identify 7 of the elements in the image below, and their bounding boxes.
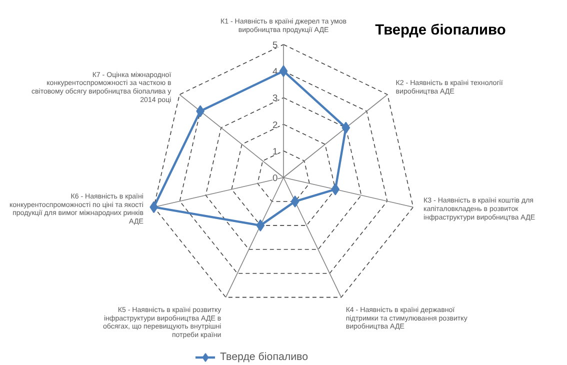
legend-label: Тверде біопаливо	[220, 351, 308, 363]
y-tick-label: 2	[272, 120, 278, 130]
y-tick-label: 0	[272, 173, 278, 183]
y-tick-label: 1	[272, 146, 278, 156]
y-tick-label: 5	[272, 40, 278, 50]
y-tick-label: 3	[272, 93, 278, 104]
chart-title: Тверде біопаливо	[375, 22, 506, 38]
